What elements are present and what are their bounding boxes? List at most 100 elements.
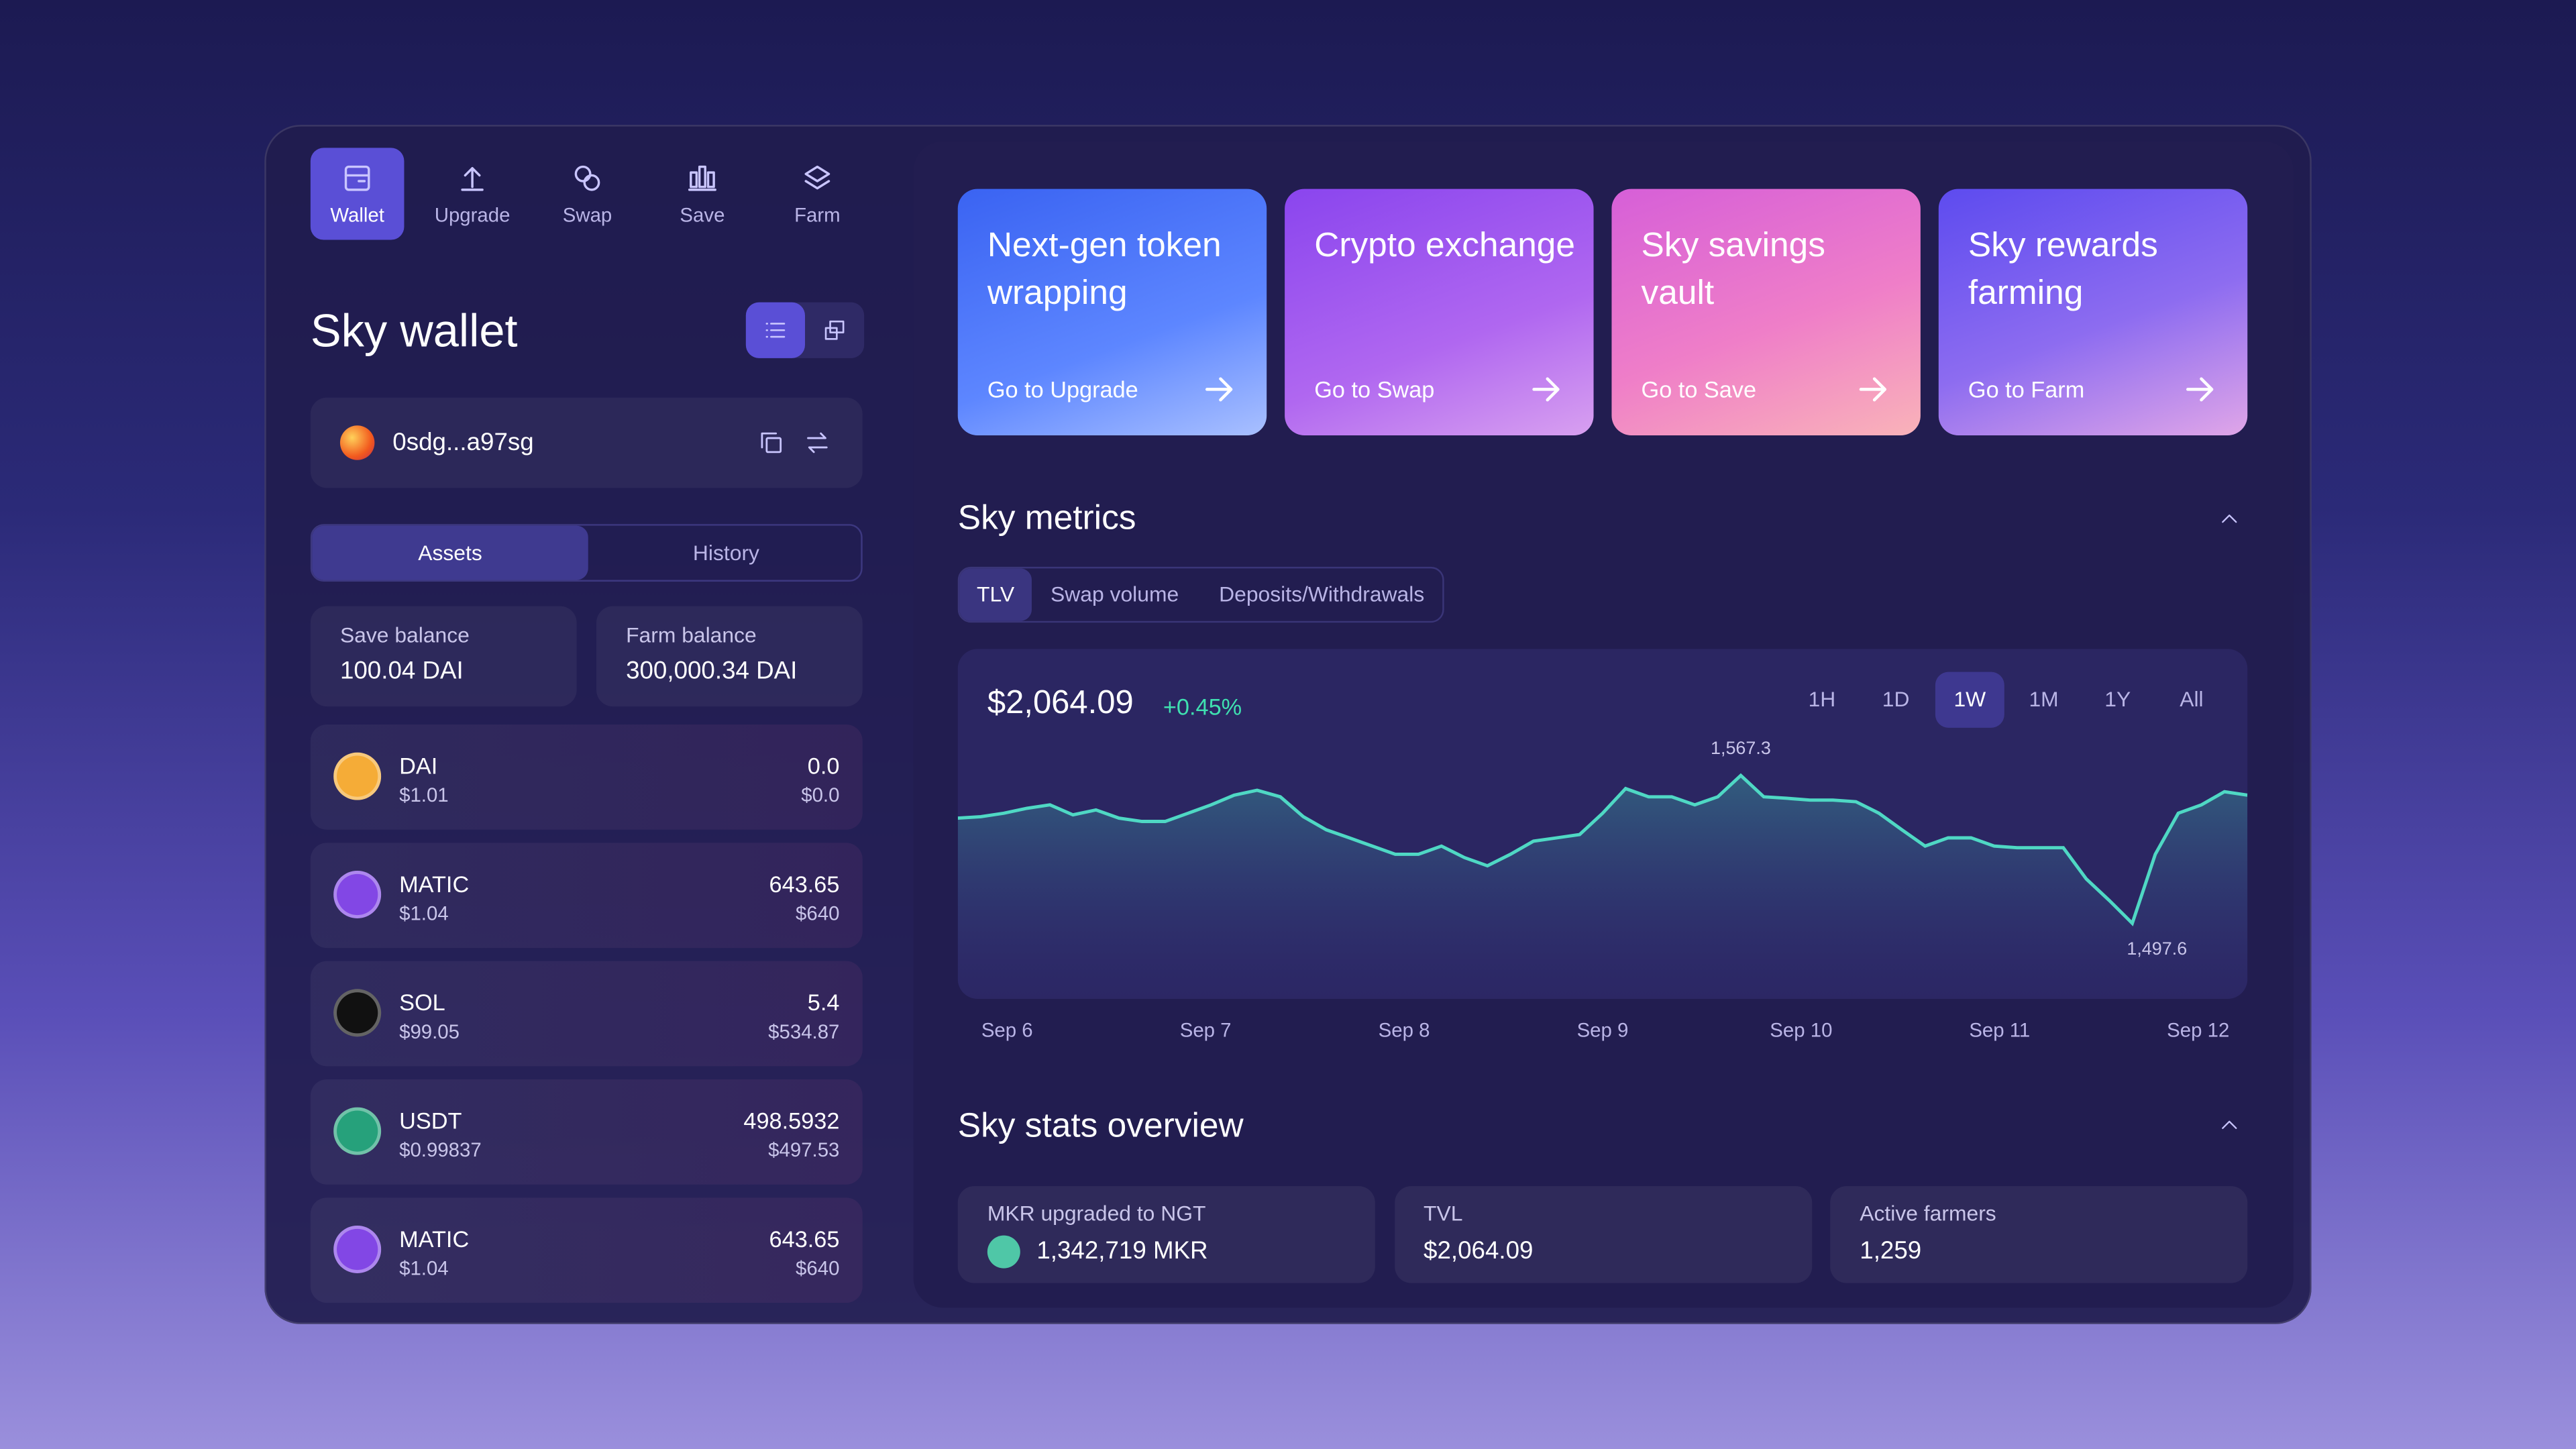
asset-value: $640: [796, 902, 840, 925]
nav-button[interactable]: Save: [655, 148, 749, 239]
asset-amount: 5.4: [807, 989, 840, 1016]
balance-value: 100.04 DAI: [339, 657, 464, 686]
range-button[interactable]: 1D: [1882, 686, 1910, 712]
nav-icon: [344, 165, 370, 191]
chart-box: $2,064.09 +0.45% 1H 1D 1W 1M 1Y All 1,567.3 1,497…: [957, 649, 2248, 999]
range-button[interactable]: 1W: [1935, 672, 2004, 728]
x-tick-label: Sep 12: [2167, 1018, 2230, 1042]
asset-amount: 643.65: [769, 870, 840, 898]
nav-icon: [574, 165, 600, 191]
arrow-icon: [1859, 377, 1887, 402]
coin-icon: [333, 752, 382, 800]
feature-card[interactable]: Sky savings vault Go to Save: [1611, 189, 1921, 435]
card-title: Crypto exchange: [1314, 226, 1576, 265]
asset-row[interactable]: MATIC $1.04 643.65 $640: [310, 1197, 863, 1303]
feature-card[interactable]: Sky rewards farming Go to Farm: [1938, 189, 2248, 435]
coin-icon: [333, 1225, 382, 1273]
nav-button[interactable]: Farm: [771, 148, 865, 239]
x-tick-label: Sep 6: [981, 1018, 1033, 1042]
collapse-icon[interactable]: [2218, 1114, 2241, 1136]
card-title: Next-gen token wrapping: [987, 226, 1222, 313]
collapse-icon[interactable]: [2218, 508, 2241, 531]
nav-icon: [461, 167, 484, 191]
high-label: 1,567.3: [1710, 739, 1771, 759]
x-tick-label: Sep 11: [1969, 1018, 2031, 1042]
x-tick-label: Sep 10: [1770, 1018, 1833, 1042]
metric-tab[interactable]: Swap volume: [1051, 581, 1179, 606]
x-tick-label: Sep 8: [1378, 1018, 1430, 1042]
asset-row[interactable]: USDT $0.99837 498.5932 $497.53: [310, 1079, 863, 1185]
asset-price: $1.04: [399, 902, 449, 925]
asset-value: $534.87: [768, 1020, 840, 1044]
view-toggle[interactable]: [745, 302, 865, 358]
range-button[interactable]: 1H: [1808, 686, 1836, 712]
range-button[interactable]: 1M: [2029, 686, 2059, 712]
nav-label: Save: [680, 203, 725, 227]
card-link: Go to Upgrade: [987, 376, 1138, 403]
nav-label: Upgrade: [434, 203, 511, 227]
arrow-icon: [2186, 377, 2214, 402]
stat-label: TVL: [1424, 1201, 1463, 1226]
wallet-tab[interactable]: Assets: [312, 525, 588, 580]
nav-button[interactable]: Upgrade: [425, 148, 519, 239]
switch-icon[interactable]: [804, 429, 832, 457]
asset-symbol: MATIC: [399, 870, 470, 898]
stat-label: Active farmers: [1860, 1201, 1996, 1226]
asset-price: $0.99837: [399, 1138, 482, 1162]
stat-label: MKR upgraded to NGT: [987, 1201, 1206, 1226]
x-tick-label: Sep 9: [1576, 1018, 1629, 1042]
balance-box: Save balance 100.04 DAI: [310, 606, 577, 707]
asset-amount: 498.5932: [743, 1107, 840, 1134]
card-link: Go to Swap: [1314, 376, 1435, 403]
nav-label: Wallet: [330, 203, 384, 227]
low-label: 1,497.6: [2127, 939, 2188, 960]
price-change: +0.45%: [1163, 693, 1242, 720]
asset-symbol: USDT: [399, 1107, 462, 1134]
asset-row[interactable]: DAI $1.01 0.0 $0.0: [310, 724, 863, 830]
stat-box: Active farmers 1,259: [1830, 1186, 2248, 1283]
card-icon: [824, 320, 845, 340]
address: 0sdg...a97sg: [392, 429, 534, 457]
stat-box: TVL $2,064.09: [1393, 1186, 1812, 1283]
asset-price: $1.04: [399, 1256, 449, 1280]
feature-card[interactable]: Crypto exchange Go to Swap: [1285, 189, 1594, 435]
metric-tabs: TLV Swap volume Deposits/Withdrawals: [957, 566, 1444, 623]
asset-price: $1.01: [399, 784, 449, 807]
copy-icon[interactable]: [757, 429, 786, 457]
section-title: Sky stats overview: [957, 1107, 1244, 1145]
wallet-tabs: Assets History: [310, 524, 863, 582]
asset-row[interactable]: SOL $99.05 5.4 $534.87: [310, 961, 863, 1067]
feature-card[interactable]: Next-gen token wrapping Go to Upgrade: [957, 189, 1267, 435]
asset-value: $497.53: [768, 1138, 840, 1162]
asset-price: $99.05: [399, 1020, 460, 1044]
asset-symbol: SOL: [399, 989, 445, 1016]
chart: [957, 773, 2248, 999]
stat-value: 1,342,719 MKR: [1036, 1237, 1208, 1265]
balance-box: Farm balance 300,000.34 DAI: [596, 606, 863, 707]
asset-value: $640: [796, 1256, 840, 1280]
balance-label: Save balance: [339, 623, 470, 647]
wallet-tab[interactable]: History: [692, 540, 759, 566]
nav-button[interactable]: Wallet: [310, 148, 405, 240]
card-title: Sky savings vault: [1641, 226, 1825, 313]
asset-amount: 643.65: [769, 1225, 840, 1252]
range-button[interactable]: 1Y: [2104, 686, 2131, 712]
arrow-icon: [1205, 377, 1233, 402]
price: $2,064.09: [987, 685, 1134, 722]
x-tick-label: Sep 7: [1179, 1018, 1232, 1042]
card-title: Sky rewards farming: [1968, 226, 2158, 313]
metric-tab[interactable]: TLV: [959, 568, 1032, 621]
range-button[interactable]: All: [2180, 686, 2204, 712]
nav-button[interactable]: Swap: [541, 148, 635, 239]
nav-icon: [804, 165, 830, 190]
asset-amount: 0.0: [807, 752, 840, 779]
coin-icon: [333, 1107, 382, 1155]
stat-value: $2,064.09: [1424, 1237, 1534, 1265]
asset-row[interactable]: MATIC $1.04 643.65 $640: [310, 843, 863, 949]
stat-value: 1,259: [1860, 1237, 1922, 1265]
metric-tab[interactable]: Deposits/Withdrawals: [1219, 581, 1425, 606]
balance-value: 300,000.34 DAI: [626, 657, 798, 686]
wallet-title: Sky wallet: [310, 305, 518, 357]
